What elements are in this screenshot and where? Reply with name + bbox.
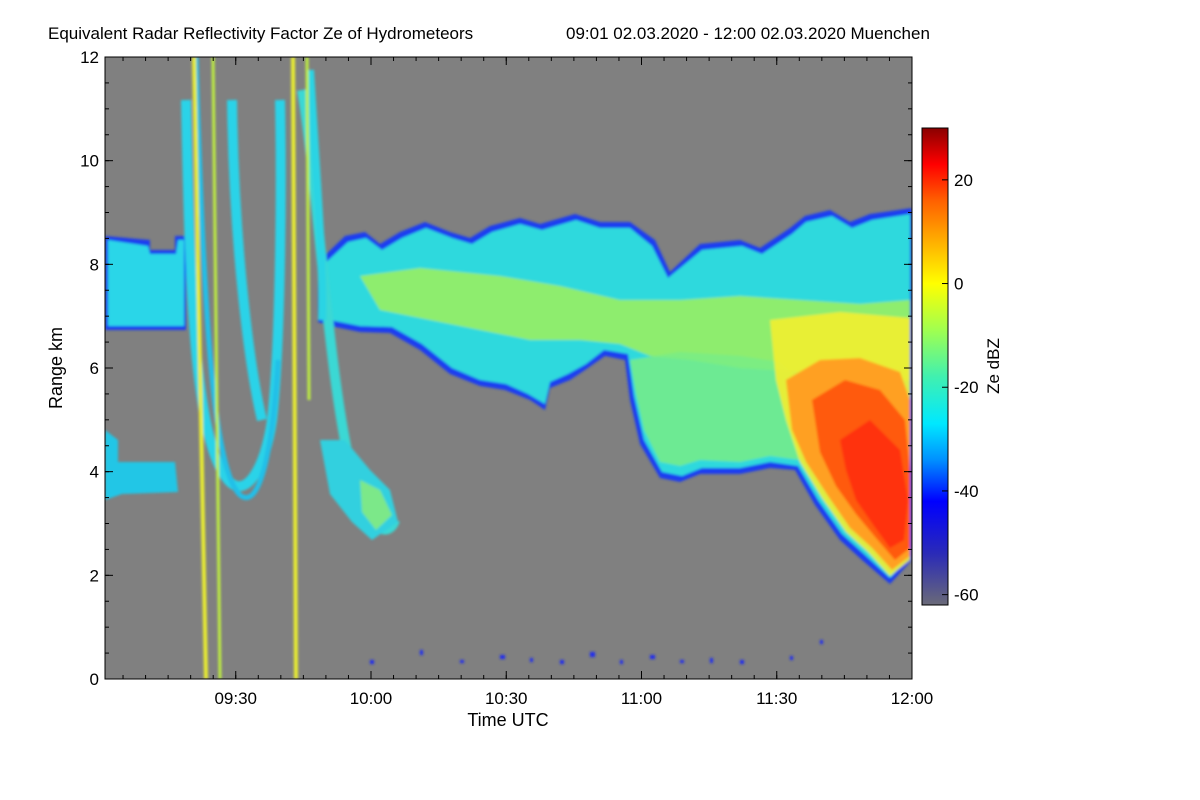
y-tick-label: 2 [90, 566, 99, 585]
x-tick-label: 12:00 [891, 689, 934, 708]
y-tick-label: 8 [90, 255, 99, 274]
chart-subtitle: 09:01 02.03.2020 - 12:00 02.03.2020 Muen… [566, 24, 930, 43]
colorbar-tick-label: -40 [954, 482, 979, 501]
x-tick-label: 10:30 [485, 689, 528, 708]
colorbar-tick-label: 20 [954, 171, 973, 190]
colorbar-tick-label: -60 [954, 586, 979, 605]
colorbar-tick-label: -20 [954, 378, 979, 397]
y-tick-label: 12 [80, 48, 99, 67]
echo-streak-4 [305, 57, 311, 401]
echo-upper-cloud-layer [108, 240, 184, 326]
echo-green-band [360, 268, 910, 380]
echo-low-cloud-early [105, 430, 178, 500]
y-tick-label: 4 [90, 463, 99, 482]
echo-arch-3-core [360, 480, 392, 530]
y-axis: 0 2 4 6 8 10 12 [80, 48, 912, 689]
y-tick-label: 6 [90, 359, 99, 378]
echo-arch-1 [181, 99, 286, 492]
echo-streak-1 [192, 57, 208, 679]
x-tick-label: 10:00 [350, 689, 393, 708]
echo-arch-2 [227, 99, 267, 422]
chart-title: Equivalent Radar Reflectivity Factor Ze … [48, 24, 473, 43]
echo-field [105, 57, 912, 679]
y-axis-label: Range km [46, 327, 66, 409]
echo-arch-1-outer [193, 57, 281, 500]
echo-streak-3 [291, 57, 298, 679]
y-tick-label: 10 [80, 152, 99, 171]
colorbar [921, 127, 949, 606]
colorbar-tick-label: 0 [954, 275, 963, 294]
x-axis: 09:30 10:00 10:30 11:00 11:30 12:00 [122, 57, 934, 708]
x-axis-label: Time UTC [467, 710, 548, 730]
echo-arch-4 [306, 69, 327, 321]
echo-precip-shaft [630, 352, 800, 466]
x-tick-label: 11:00 [621, 689, 662, 708]
y-tick-label: 0 [90, 670, 99, 689]
x-tick-label: 11:30 [756, 689, 797, 708]
colorbar-axis: 20 0 -20 -40 -60 [942, 171, 979, 605]
echo-deep-red-core [840, 420, 908, 548]
x-tick-label: 09:30 [214, 689, 257, 708]
colorbar-label: Ze dBZ [984, 338, 1003, 394]
echo-streak-2 [211, 57, 222, 679]
